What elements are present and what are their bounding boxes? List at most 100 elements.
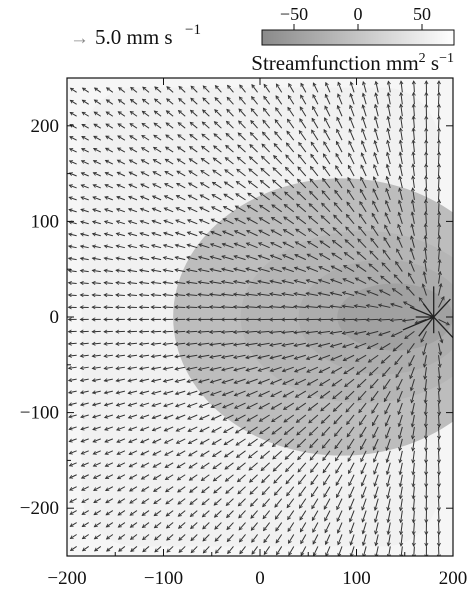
vector-arrow [130,546,138,552]
vector-arrow [115,378,126,383]
vector-arrow [103,244,113,249]
vector-arrow [117,111,126,117]
vector-arrow [410,199,415,212]
vector-arrow [319,390,331,399]
vector-arrow [246,205,258,213]
vector-scale-label: 5.0 mm s [95,25,173,49]
vector-arrow [293,279,306,285]
vector-arrow [436,187,442,200]
vector-arrow [189,486,198,493]
vector-arrow [213,498,222,506]
vector-arrow [280,304,294,309]
vector-arrow [396,378,403,391]
vector-arrow [322,153,331,165]
vector-arrow [322,450,331,462]
vector-arrow [139,207,150,213]
vector-arrow [275,95,283,105]
vector-arrow [175,182,186,189]
vector-arrow [93,135,102,141]
vector-arrow [436,438,442,452]
vector-arrow [423,438,429,452]
vector-arrow [165,134,174,141]
vector-arrow [103,317,113,322]
vector-arrow [223,193,234,201]
vector-arrow [80,462,89,467]
vector-arrow [319,227,331,237]
vector-arrow [262,119,271,129]
vector-arrow [348,128,355,141]
vector-arrow [188,450,198,457]
vector-arrow [226,534,234,543]
vector-arrow [246,217,258,225]
vector-arrow [398,115,404,129]
vector-arrow [233,267,246,273]
vector-arrow [162,329,174,334]
vector-arrow [176,462,186,469]
vector-arrow [188,474,198,481]
vector-arrow [269,354,282,360]
vector-arrow [128,159,138,165]
vector-arrow [176,158,186,165]
vector-arrow [281,342,294,348]
vector-arrow [177,498,186,505]
vector-arrow [128,195,138,201]
vector-arrow [214,534,222,542]
vector-arrow [186,378,198,384]
vector-arrow [79,232,89,237]
vector-arrow [166,534,174,541]
vector-arrow [343,366,355,375]
vector-arrow [369,250,379,260]
vector-arrow [128,462,138,468]
vector-arrow [130,86,138,93]
vector-arrow [213,145,222,153]
vector-arrow [116,195,126,201]
vector-arrow [173,329,186,334]
vector-arrow [349,81,355,93]
vector-arrow [287,522,295,533]
vector-arrow [68,462,77,467]
vector-arrow [103,353,113,358]
vector-arrow [190,546,198,554]
vector-arrow [411,151,416,165]
vector-arrow [163,219,174,225]
vector-arrow [153,122,162,129]
vector-arrow [210,230,222,237]
vector-arrow [341,317,355,322]
vector-arrow [92,208,101,213]
vector-arrow [372,200,379,213]
vector-arrow [386,92,391,105]
vector-arrow [127,390,138,395]
vector-arrow [349,522,355,535]
vector-arrow [368,263,379,272]
vector-arrow [256,292,270,297]
vector-arrow [305,291,318,296]
vector-arrow [233,378,246,384]
vector-arrow [345,402,355,413]
vector-arrow [69,534,77,539]
vector-arrow [317,330,331,335]
vector-arrow [232,342,246,347]
vector-arrow [436,127,441,141]
vector-arrow [235,193,246,201]
vector-arrow [92,438,101,443]
vector-arrow [198,231,210,237]
vector-arrow [81,99,89,105]
vector-arrow [115,293,125,298]
vector-arrow [128,171,138,177]
vector-arrow [373,127,379,141]
vector-arrow [353,317,367,322]
vector-arrow [202,522,210,530]
y-tick-label: −200 [20,498,59,519]
vector-arrow [298,486,307,497]
vector-arrow [305,330,318,335]
vector-arrow [92,147,102,153]
vector-arrow [139,244,150,249]
vector-arrow [384,212,391,224]
vector-arrow [348,140,355,153]
vector-arrow [285,462,295,473]
vector-arrow [129,534,138,540]
vector-arrow [258,414,270,422]
vector-arrow [411,474,416,488]
vector-arrow [152,183,162,189]
vector-arrow [245,229,258,237]
